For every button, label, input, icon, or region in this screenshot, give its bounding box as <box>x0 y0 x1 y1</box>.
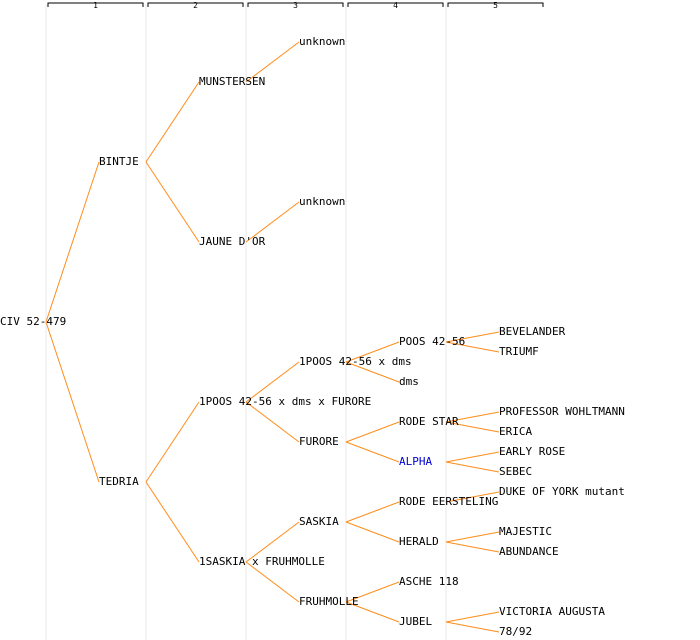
pedigree-edge <box>45 161 100 323</box>
node-gen1: TEDRIA <box>99 475 139 488</box>
generation-label: 4 <box>393 1 398 10</box>
pedigree-edge <box>145 481 200 563</box>
node-gen4: RODE STAR <box>399 415 459 428</box>
pedigree-edge <box>345 441 400 463</box>
node-gen3: SASKIA <box>299 515 339 528</box>
generation-brackets <box>47 2 544 7</box>
node-gen5: MAJESTIC <box>499 525 552 538</box>
pedigree-edge <box>245 401 300 443</box>
column-guides <box>45 4 447 640</box>
pedigree-edge <box>245 521 300 563</box>
pedigree-edge <box>145 161 200 243</box>
node-gen3: FURORE <box>299 435 339 448</box>
pedigree-edge <box>445 541 500 553</box>
pedigree-edge <box>445 611 500 623</box>
pedigree-edge <box>445 451 500 463</box>
pedigree-edge <box>245 201 300 243</box>
node-gen5: EARLY ROSE <box>499 445 566 458</box>
pedigree-edge <box>345 501 400 523</box>
pedigree-edge <box>445 491 500 503</box>
pedigree-edge <box>245 41 300 83</box>
node-gen3: unknown <box>299 195 346 208</box>
node-gen4: RODE EERSTELING <box>399 495 499 508</box>
node-gen5: SEBEC <box>499 465 533 478</box>
node-gen1: BINTJE <box>99 155 139 168</box>
generation-label: 1 <box>93 1 98 10</box>
node-gen4: dms <box>399 375 419 388</box>
pedigree-edge <box>345 581 400 603</box>
node-gen4: ASCHE 118 <box>399 575 459 588</box>
pedigree-edge <box>445 421 500 433</box>
pedigree-edge <box>445 531 500 543</box>
pedigree-edge <box>45 321 100 483</box>
generation-label: 3 <box>293 1 298 10</box>
pedigree-edge <box>345 521 400 543</box>
node-gen4: POOS 42-56 <box>399 335 466 348</box>
node-gen5: VICTORIA AUGUSTA <box>499 605 605 618</box>
pedigree-edge <box>245 561 300 603</box>
pedigree-edge <box>445 621 500 633</box>
pedigree-edge <box>345 601 400 623</box>
node-gen5: DUKE OF YORK mutant <box>499 485 625 498</box>
pedigree-edge <box>445 461 500 473</box>
generation-bracket <box>247 2 344 7</box>
generation-label: 5 <box>493 1 498 10</box>
node-gen2: MUNSTERSEN <box>199 75 266 88</box>
node-gen5: TRIUMF <box>499 345 539 358</box>
pedigree-edge <box>445 331 500 343</box>
pedigree-edge <box>345 421 400 443</box>
node-gen4: JUBEL <box>399 615 433 628</box>
generation-bracket <box>147 2 244 7</box>
pedigree-edge <box>345 361 400 383</box>
generation-label: 2 <box>193 1 198 10</box>
node-gen3: 1POOS 42-56 x dms <box>299 355 412 368</box>
generation-bracket <box>447 2 544 7</box>
pedigree-edge <box>245 361 300 403</box>
node-gen5: 78/92 <box>499 625 533 638</box>
node-gen3: FRUHMOLLE <box>299 595 359 608</box>
pedigree-edge <box>145 81 200 163</box>
pedigree-edge <box>445 411 500 423</box>
node-gen5: PROFESSOR WOHLTMANN <box>499 405 625 418</box>
node-gen2: JAUNE D'OR <box>199 235 266 248</box>
node-gen5: BEVELANDER <box>499 325 566 338</box>
node-gen4-link[interactable]: ALPHA <box>399 455 433 468</box>
generation-bracket <box>347 2 444 7</box>
pedigree-edge <box>145 401 200 483</box>
node-gen5: ERICA <box>499 425 533 438</box>
pedigree-edge <box>445 341 500 353</box>
node-gen2: 1SASKIA x FRUHMOLLE <box>199 555 325 568</box>
pedigree-edge <box>345 341 400 363</box>
node-gen4: HERALD <box>399 535 439 548</box>
generation-bracket <box>47 2 144 7</box>
node-gen2: 1POOS 42-56 x dms x FURORE <box>199 395 372 408</box>
node-root: CIV 52-479 <box>0 315 67 328</box>
node-gen3: unknown <box>299 35 346 48</box>
pedigree-edges <box>45 41 500 633</box>
node-gen5: ABUNDANCE <box>499 545 559 558</box>
